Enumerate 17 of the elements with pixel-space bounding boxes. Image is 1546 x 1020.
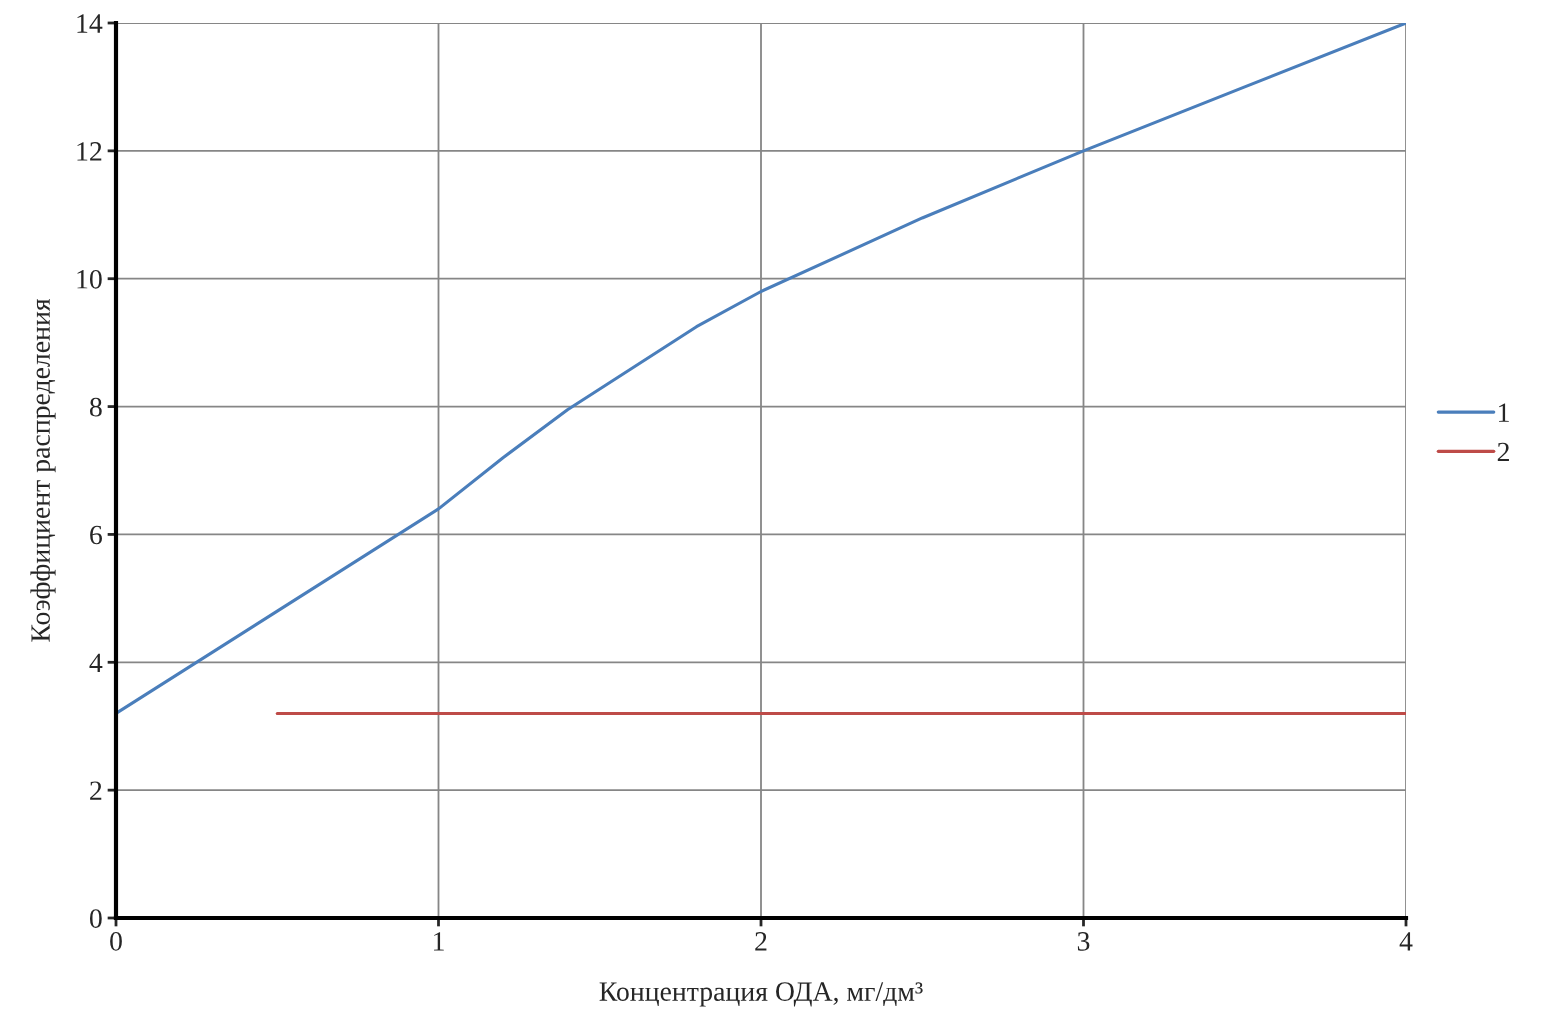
x-tick-label: 2 [755, 932, 767, 951]
y-tick-label: 4 [89, 653, 103, 672]
y-tick-label: 12 [77, 142, 102, 161]
y-axis-title: Коэффициент распределения [30, 298, 56, 642]
x-axis-title: Концентрация ОДА, мг/дм³ [599, 982, 923, 1007]
y-tick-label: 10 [77, 269, 102, 289]
y-tick-label: 0 [89, 909, 102, 928]
x-tick-label: 3 [1077, 932, 1090, 951]
x-tick-label: 4 [1399, 932, 1413, 951]
y-tick-label: 2 [90, 781, 102, 800]
y-tick-label: 8 [89, 397, 102, 417]
legend-label: 1 [1499, 403, 1509, 422]
x-tick-label: 1 [434, 932, 444, 951]
x-tick-label: 0 [110, 932, 122, 951]
legend-label: 2 [1497, 442, 1509, 462]
y-tick-label: 14 [77, 14, 103, 33]
y-tick-label: 6 [90, 525, 102, 545]
